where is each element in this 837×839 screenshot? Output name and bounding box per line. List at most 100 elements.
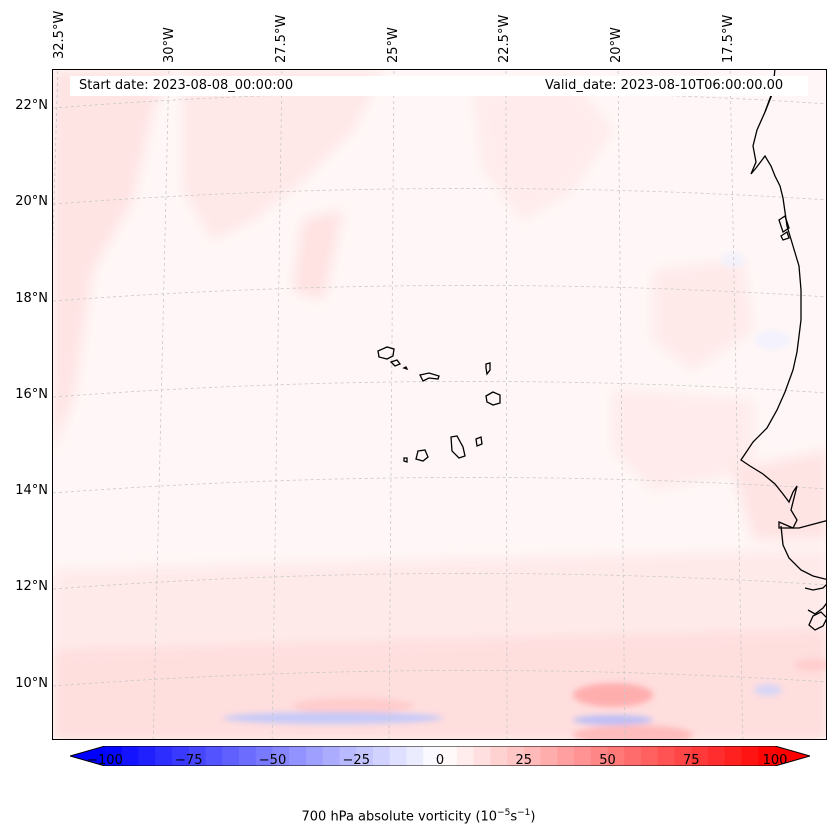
colorbar-band bbox=[523, 746, 541, 766]
positive-vorticity-core bbox=[573, 683, 653, 707]
positive-vorticity-patch bbox=[473, 80, 613, 220]
colorbar-tick-label: −75 bbox=[175, 753, 203, 768]
colorbar-band bbox=[473, 746, 491, 766]
positive-vorticity-patch bbox=[183, 70, 383, 240]
colorbar-label: 700 hPa absolute vorticity (10−5s−1) bbox=[301, 808, 536, 825]
colorbar-band bbox=[406, 746, 424, 766]
negative-vorticity-core bbox=[754, 684, 782, 696]
lat-gridline bbox=[53, 381, 826, 398]
colorbar-band bbox=[540, 746, 558, 766]
positive-vorticity-patch bbox=[653, 260, 753, 370]
lon-gridline bbox=[729, 70, 744, 739]
lat-label-18n: 18°N bbox=[15, 291, 48, 306]
positive-vorticity-core bbox=[795, 659, 826, 671]
colorbar-band bbox=[741, 746, 759, 766]
colorbar-bands bbox=[70, 746, 810, 766]
lon-label-20w: 20°W bbox=[609, 27, 624, 63]
colorbar-band bbox=[624, 746, 642, 766]
colorbar-tick-label: 50 bbox=[599, 753, 616, 768]
colorbar-band bbox=[724, 746, 742, 766]
lat-label-16n: 16°N bbox=[15, 387, 48, 402]
colorbar-band bbox=[239, 746, 257, 766]
island-brava bbox=[403, 457, 408, 463]
colorbar-band bbox=[607, 746, 625, 766]
lon-label-30w: 30°W bbox=[162, 27, 177, 63]
lat-gridline bbox=[53, 477, 826, 494]
lon-label-27-5w: 27.5°W bbox=[274, 14, 289, 63]
colorbar-band bbox=[356, 746, 374, 766]
colorbar-band bbox=[339, 746, 357, 766]
colorbar-band bbox=[691, 746, 709, 766]
lon-gridline bbox=[53, 70, 59, 250]
negative-vorticity-core bbox=[223, 712, 443, 724]
colorbar-band bbox=[490, 746, 508, 766]
colorbar-extend-min bbox=[70, 746, 105, 766]
island-maio bbox=[475, 436, 483, 447]
header-background bbox=[70, 76, 808, 96]
colorbar-band bbox=[389, 746, 407, 766]
colorbar-tick-label: 0 bbox=[435, 753, 445, 768]
colorbar-tick-label: 75 bbox=[682, 753, 700, 768]
positive-vorticity-core bbox=[293, 698, 413, 714]
colorbar-band bbox=[641, 746, 659, 766]
positive-vorticity-patch bbox=[613, 390, 753, 490]
positive-vorticity-patch bbox=[733, 450, 826, 540]
lat-label-12n: 12°N bbox=[15, 579, 48, 594]
colorbar-band bbox=[322, 746, 340, 766]
colorbar-band bbox=[306, 746, 324, 766]
colorbar-tick-label: −100 bbox=[87, 753, 123, 768]
negative-vorticity-core bbox=[755, 330, 791, 350]
valid-date-label: Valid_date: 2023-08-10T06:00:00.00 bbox=[545, 78, 784, 93]
map-panel[interactable] bbox=[52, 69, 827, 740]
negative-vorticity-core bbox=[721, 252, 745, 268]
lon-label-22-5w: 22.5°W bbox=[497, 14, 512, 63]
island-boa-vista bbox=[485, 391, 501, 406]
lat-label-14n: 14°N bbox=[15, 483, 48, 498]
colorbar-band bbox=[289, 746, 307, 766]
colorbar-band bbox=[373, 746, 391, 766]
lon-gridline bbox=[617, 70, 626, 739]
map-canvas bbox=[53, 70, 826, 739]
lat-label-22n: 22°N bbox=[15, 98, 48, 113]
lon-gridline bbox=[271, 70, 283, 739]
positive-vorticity-patch bbox=[293, 210, 343, 300]
colorbar bbox=[70, 746, 810, 766]
lon-label-32-5w: 32.5°W bbox=[52, 10, 67, 59]
colorbar-band bbox=[708, 746, 726, 766]
positive-vorticity-core bbox=[573, 725, 693, 739]
colorbar-band bbox=[255, 746, 273, 766]
lat-label-20n: 20°N bbox=[15, 194, 48, 209]
negative-vorticity-core bbox=[573, 715, 653, 725]
colorbar-band bbox=[155, 746, 173, 766]
lon-gridline bbox=[505, 70, 508, 739]
colorbar-extend-max bbox=[775, 746, 810, 766]
colorbar-band bbox=[172, 746, 190, 766]
island-sao-vicente bbox=[389, 359, 402, 367]
colorbar-band bbox=[674, 746, 692, 766]
island-fogo bbox=[415, 449, 429, 462]
colorbar-band bbox=[138, 746, 156, 766]
cape-verde-islands bbox=[377, 346, 501, 463]
island-santa-luzia bbox=[402, 366, 409, 371]
colorbar-band bbox=[507, 746, 525, 766]
colorbar-band bbox=[423, 746, 441, 766]
island-santiago bbox=[450, 435, 466, 459]
vorticity-field bbox=[53, 70, 826, 739]
colorbar-band bbox=[758, 746, 776, 766]
island-santo-antao bbox=[377, 346, 395, 360]
start-date-label: Start date: 2023-08-08_00:00:00 bbox=[79, 78, 294, 93]
colorbar-tick-label: −25 bbox=[342, 753, 370, 768]
colorbar-band bbox=[440, 746, 458, 766]
lon-label-25w: 25°W bbox=[386, 27, 401, 63]
colorbar-band bbox=[557, 746, 575, 766]
lon-gridline bbox=[152, 70, 170, 739]
colorbar-band bbox=[121, 746, 139, 766]
colorbar-band bbox=[222, 746, 240, 766]
colorbar-band bbox=[574, 746, 592, 766]
colorbar-tick-label: 25 bbox=[515, 753, 533, 768]
lon-label-17-5w: 17.5°W bbox=[721, 14, 736, 63]
lon-gridline bbox=[388, 70, 395, 739]
colorbar-band bbox=[105, 746, 123, 766]
colorbar-band bbox=[272, 746, 290, 766]
positive-vorticity-patch bbox=[53, 630, 826, 739]
